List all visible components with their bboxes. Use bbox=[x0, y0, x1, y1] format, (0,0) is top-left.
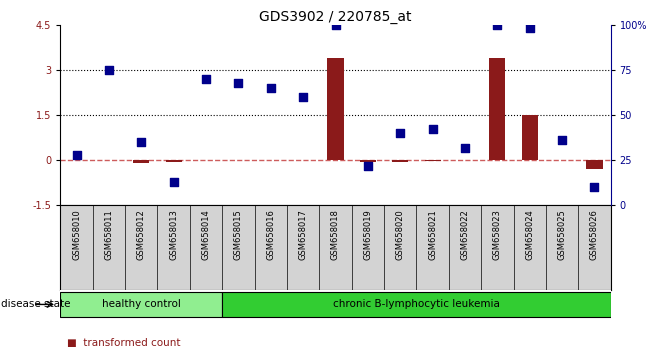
Point bbox=[330, 22, 341, 28]
Bar bbox=[425, 160, 441, 161]
Text: GSM658026: GSM658026 bbox=[590, 210, 599, 261]
Bar bbox=[586, 160, 603, 169]
Text: GSM658011: GSM658011 bbox=[105, 210, 113, 260]
Text: GSM658017: GSM658017 bbox=[299, 210, 307, 261]
Text: GSM658021: GSM658021 bbox=[428, 210, 437, 260]
Point bbox=[362, 163, 373, 169]
Bar bbox=[327, 58, 344, 160]
Bar bbox=[60, 292, 222, 317]
Point bbox=[168, 179, 179, 185]
Point bbox=[233, 80, 244, 85]
Point bbox=[201, 76, 211, 82]
Bar bbox=[521, 115, 537, 160]
Text: GSM658023: GSM658023 bbox=[493, 210, 502, 261]
Text: disease state: disease state bbox=[1, 299, 70, 309]
Point bbox=[395, 130, 405, 136]
Text: chronic B-lymphocytic leukemia: chronic B-lymphocytic leukemia bbox=[333, 299, 500, 309]
Bar bbox=[166, 160, 182, 162]
Text: GSM658022: GSM658022 bbox=[460, 210, 470, 260]
Text: GSM658019: GSM658019 bbox=[364, 210, 372, 260]
Point bbox=[492, 22, 503, 28]
Bar bbox=[134, 160, 150, 163]
Point bbox=[589, 184, 600, 190]
Bar bbox=[222, 292, 611, 317]
Bar bbox=[360, 160, 376, 162]
Point bbox=[524, 25, 535, 31]
Point bbox=[298, 94, 309, 100]
Bar bbox=[392, 160, 409, 162]
Text: GSM658025: GSM658025 bbox=[558, 210, 566, 260]
Text: GSM658016: GSM658016 bbox=[266, 210, 275, 261]
Text: ■  transformed count: ■ transformed count bbox=[67, 338, 180, 348]
Text: GSM658010: GSM658010 bbox=[72, 210, 81, 260]
Title: GDS3902 / 220785_at: GDS3902 / 220785_at bbox=[259, 10, 412, 24]
Text: GSM658018: GSM658018 bbox=[331, 210, 340, 261]
Point bbox=[136, 139, 147, 145]
Text: GSM658012: GSM658012 bbox=[137, 210, 146, 260]
Point bbox=[71, 152, 82, 158]
Text: healthy control: healthy control bbox=[102, 299, 180, 309]
Bar bbox=[489, 58, 505, 160]
Point bbox=[557, 137, 568, 143]
Text: GSM658015: GSM658015 bbox=[234, 210, 243, 260]
Point bbox=[103, 67, 114, 73]
Point bbox=[427, 127, 438, 132]
Text: GSM658020: GSM658020 bbox=[396, 210, 405, 260]
Point bbox=[460, 145, 470, 150]
Point bbox=[266, 85, 276, 91]
Text: GSM658014: GSM658014 bbox=[201, 210, 211, 260]
Text: GSM658024: GSM658024 bbox=[525, 210, 534, 260]
Text: GSM658013: GSM658013 bbox=[169, 210, 178, 261]
